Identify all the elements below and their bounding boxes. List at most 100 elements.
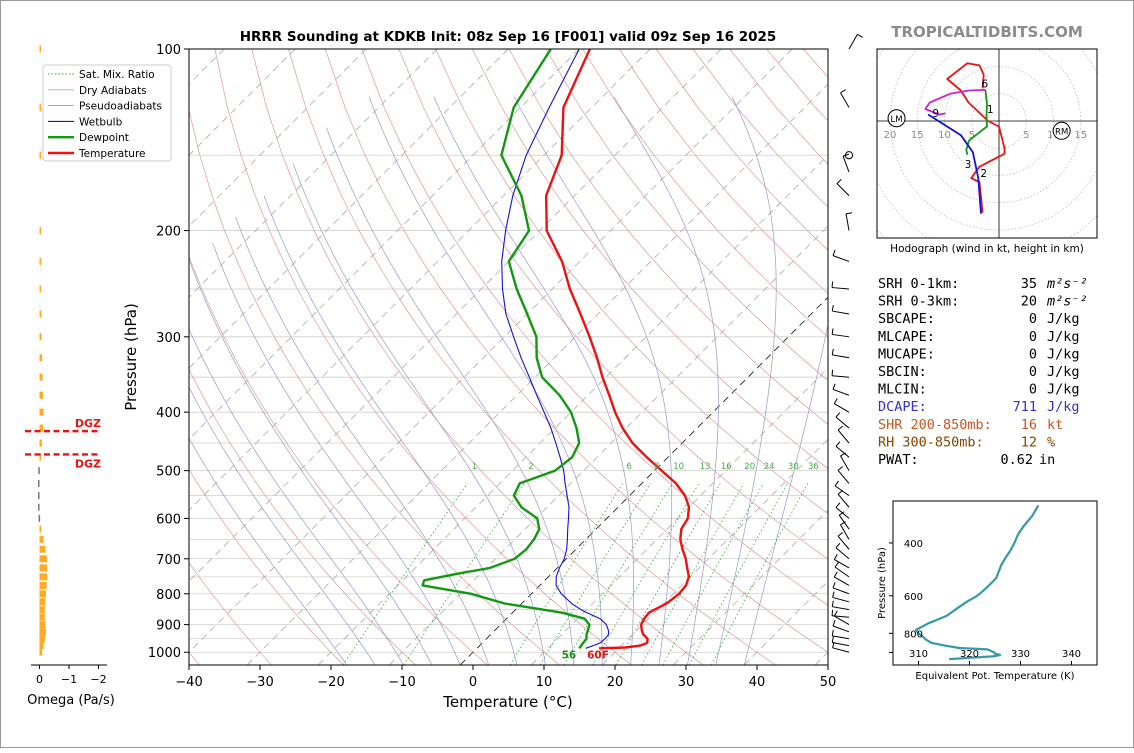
omega-bar	[40, 546, 46, 553]
x-tick-label: 30	[678, 675, 695, 690]
wind-barb	[836, 548, 849, 559]
index-label: SBCIN:	[878, 364, 927, 380]
x-tick-label: 20	[607, 675, 624, 690]
legend-entry: Dewpoint	[79, 132, 129, 144]
index-label: SHR 200-850mb:	[878, 417, 992, 433]
dry-adiabat-line	[215, 49, 632, 665]
omega-bar	[40, 46, 42, 53]
mixing-ratio-label: 20	[744, 462, 755, 472]
wind-barb-flag	[832, 630, 833, 636]
index-row: RH 300-850mb:12%	[878, 434, 1055, 450]
pseudoadiabat-line	[514, 97, 672, 665]
mixing-ratio-line	[689, 483, 787, 665]
surface-dewpoint-label: 56	[562, 649, 577, 661]
legend-entry: Pseudoadiabats	[79, 101, 162, 113]
hodo-height-label: 2	[980, 168, 987, 180]
omega-bar	[40, 536, 44, 543]
index-label: SRH 0-1km:	[878, 276, 959, 292]
hodo-height-label: 6	[981, 78, 988, 90]
mixing-ratio-label: 6	[626, 462, 631, 472]
theta-e-x-tick-label: 310	[909, 649, 928, 660]
y-tick-label: 800	[156, 588, 181, 603]
index-value: 711	[1013, 399, 1037, 415]
omega-bar	[40, 649, 43, 656]
mixing-ratio-label: 2	[528, 462, 533, 472]
theta-e-x-tick-label: 340	[1062, 649, 1081, 660]
index-value: 0	[1029, 364, 1037, 380]
wind-barb-flag	[836, 543, 840, 548]
omega-bar	[40, 573, 48, 580]
wind-barb-flag	[838, 532, 843, 536]
wind-barb-flag	[841, 90, 846, 93]
mixing-ratio-label: 13	[700, 462, 711, 472]
wind-barb-flag	[833, 582, 835, 588]
wind-barb	[841, 93, 850, 108]
wind-barb-flag	[832, 637, 833, 643]
x-tick-label: 50	[820, 675, 837, 690]
skewt-y-label: Pressure (hPa)	[122, 303, 140, 411]
omega-bar	[40, 440, 42, 447]
theta-e-x-tick-label: 330	[1011, 649, 1030, 660]
wind-barb	[832, 636, 849, 639]
wind-barb	[833, 588, 849, 594]
theta-e-series	[916, 505, 1038, 659]
x-tick-label: 0	[469, 675, 477, 690]
dry-adiabat-line	[1098, 49, 1134, 665]
isotherm-line	[105, 49, 721, 665]
index-value: 0	[1029, 311, 1037, 327]
wind-barb-flag	[833, 620, 835, 626]
index-label: PWAT:	[878, 452, 919, 468]
pseudoadiabat-line	[716, 97, 776, 665]
chart-title: HRRR Sounding at KDKB Init: 08z Sep 16 […	[240, 29, 777, 45]
wind-barb	[833, 389, 849, 395]
mixing-ratio-line	[616, 483, 720, 665]
index-unit: J/kg	[1047, 399, 1080, 415]
omega-x-label: Omega (Pa/s)	[27, 693, 115, 708]
theta-e-y-tick-label: 600	[904, 592, 923, 603]
skewt-x-label: Temperature (°C)	[442, 693, 572, 711]
omega-bar	[40, 555, 47, 562]
wind-barb-flag	[837, 179, 841, 183]
x-tick-label: −40	[175, 675, 202, 690]
omega-x-tick-label: −1	[61, 673, 77, 686]
pseudoadiabat-line	[293, 164, 545, 665]
index-label: MLCAPE:	[878, 329, 935, 345]
omega-bar	[40, 598, 46, 605]
omega-bar	[38, 480, 40, 487]
omega-bar	[40, 286, 42, 293]
wind-barb	[838, 536, 849, 549]
index-label: MLCIN:	[878, 382, 927, 398]
hodo-height-label: 3	[965, 159, 972, 171]
index-value: 16	[1021, 417, 1037, 433]
omega-bar	[40, 374, 43, 381]
legend-entry: Sat. Mix. Ratio	[79, 69, 155, 81]
omega-bar	[40, 606, 45, 613]
surface-temperature-label: 60F	[587, 649, 609, 661]
wind-barb-flag	[858, 34, 863, 37]
theta-e-frame	[893, 501, 1097, 665]
index-label: SRH 0-3km:	[878, 294, 959, 310]
omega-bar	[40, 354, 43, 361]
dry-adiabat-line	[509, 49, 1134, 665]
wind-barb-flag	[834, 611, 837, 616]
theta-e-y-tick-label: 400	[904, 539, 923, 550]
theta-e-y-tick-label: 800	[904, 629, 923, 640]
wind-barb	[833, 597, 849, 601]
mixing-ratio-label: 1	[472, 462, 477, 472]
wind-barb	[846, 214, 849, 231]
omega-bar	[38, 504, 40, 511]
theta-e-x-tick-label: 320	[960, 649, 979, 660]
omega-bar	[38, 492, 40, 499]
wind-barb-flag	[832, 601, 833, 607]
y-tick-label: 100	[156, 43, 181, 58]
omega-bar	[39, 515, 41, 522]
omega-bar	[40, 311, 42, 318]
storm-motion-label: RM	[1055, 127, 1068, 137]
omega-bar	[40, 564, 48, 571]
